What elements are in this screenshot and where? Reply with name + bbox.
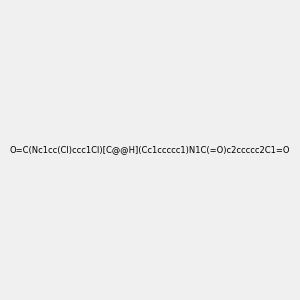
Text: O=C(Nc1cc(Cl)ccc1Cl)[C@@H](Cc1ccccc1)N1C(=O)c2ccccc2C1=O: O=C(Nc1cc(Cl)ccc1Cl)[C@@H](Cc1ccccc1)N1C… (10, 146, 290, 154)
